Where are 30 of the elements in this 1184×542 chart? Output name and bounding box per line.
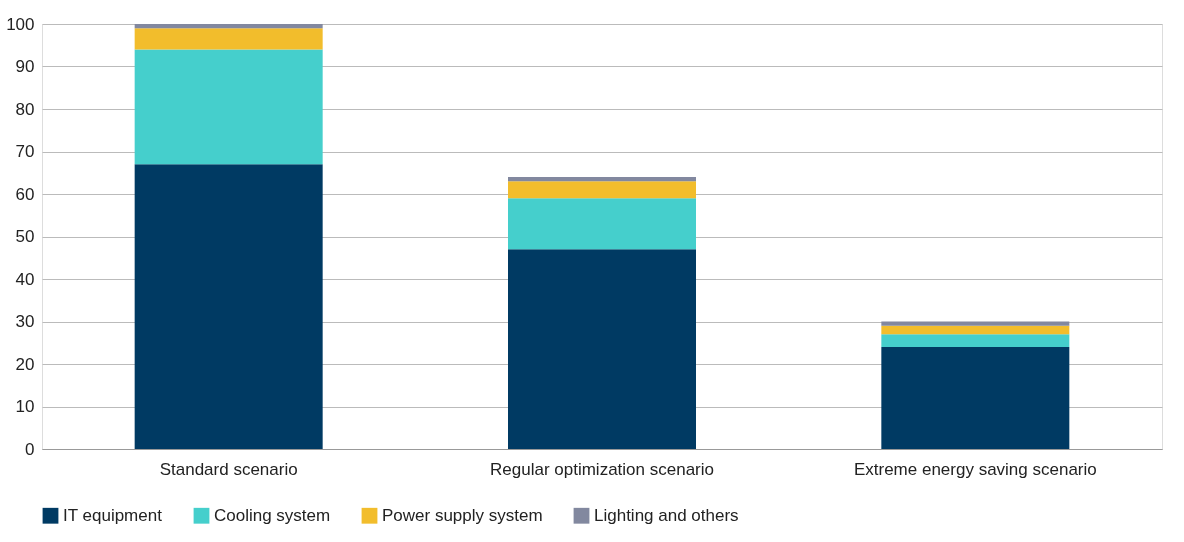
y-tick-label: 50 xyxy=(15,227,35,246)
bar xyxy=(508,177,696,182)
y-tick-label: 60 xyxy=(15,184,35,204)
bar xyxy=(881,321,1070,326)
y-tick-label: 30 xyxy=(15,312,35,331)
y-tick-label: 20 xyxy=(15,354,35,374)
y-tick-label: 70 xyxy=(15,142,35,161)
bar xyxy=(508,249,696,449)
x-tick-label: Standard scenario xyxy=(159,459,298,479)
y-tick-label: 90 xyxy=(15,57,35,76)
x-tick-label: Regular optimization scenario xyxy=(490,459,714,479)
y-tick-label: 40 xyxy=(15,269,35,289)
bar xyxy=(881,325,1070,335)
y-tick-label: 100 xyxy=(6,14,35,34)
legend-label: IT equipment xyxy=(63,505,163,525)
bar xyxy=(881,334,1070,347)
legend-label: Power supply system xyxy=(382,505,543,525)
bar xyxy=(134,24,323,29)
bar xyxy=(881,347,1070,449)
y-tick-label: 0 xyxy=(25,439,35,459)
bar xyxy=(134,164,323,449)
bar xyxy=(508,181,696,199)
legend-label: Lighting and others xyxy=(594,505,739,525)
bar xyxy=(134,49,323,165)
y-tick-label: 80 xyxy=(15,99,35,119)
y-tick-label: 10 xyxy=(15,397,35,416)
bar xyxy=(508,198,696,250)
bar xyxy=(134,28,323,50)
legend-label: Cooling system xyxy=(214,505,331,525)
x-tick-label: Extreme energy saving scenario xyxy=(853,459,1097,479)
